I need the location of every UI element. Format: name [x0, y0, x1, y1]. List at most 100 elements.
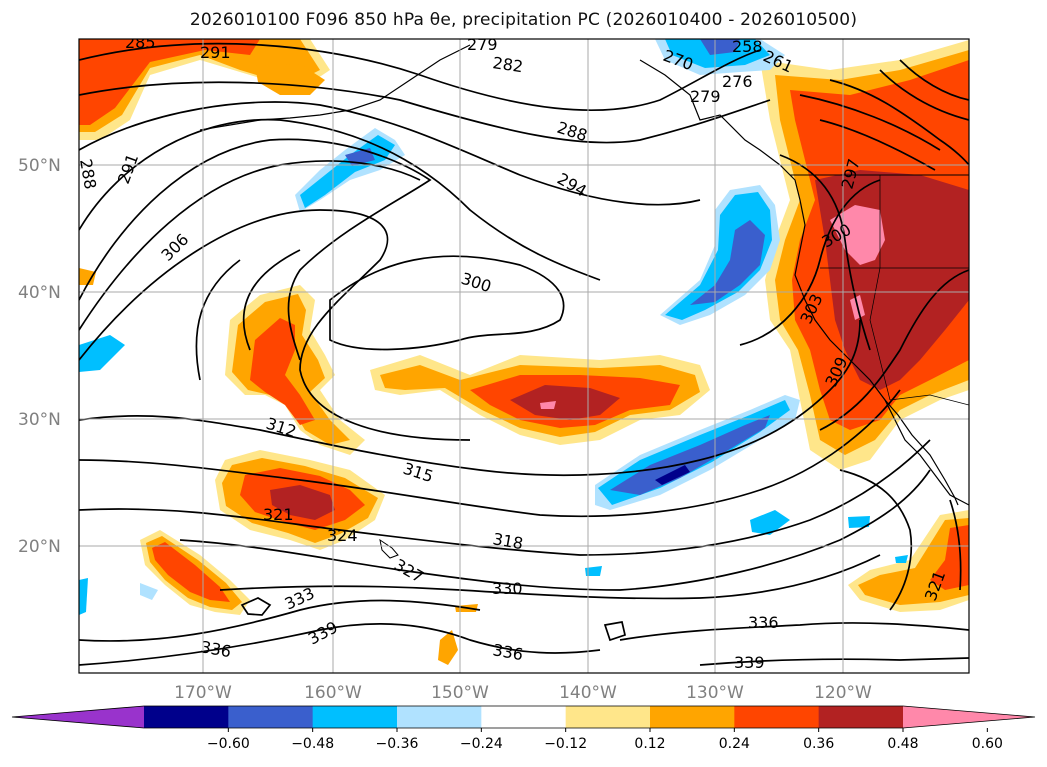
- colorbar-tick-label: 0.60: [972, 736, 1003, 752]
- colorbar-swatch: [818, 706, 904, 728]
- contour-line: [739, 179, 881, 346]
- contour-line: [219, 554, 881, 600]
- precip-area-sub-dark: [270, 485, 335, 520]
- contour-line: [879, 59, 969, 121]
- contour-label: 336: [748, 613, 779, 632]
- colorbar-tick-label: −0.48: [291, 736, 334, 752]
- colorbar-swatch: [312, 706, 398, 728]
- precip-area-sw-red: [152, 542, 230, 602]
- contour-label: 279: [467, 35, 498, 54]
- colorbar-outline: [11, 705, 1036, 729]
- precip-area-west-orange: [232, 294, 350, 445]
- lon-label-120w: 120°W: [814, 683, 872, 703]
- colorbar-extend-low: [12, 706, 144, 728]
- lat-label-30n: 30°N: [18, 410, 61, 430]
- colorbar-swatch: [144, 706, 229, 728]
- colorbar-tick-label: −0.24: [460, 736, 503, 752]
- contour-line: [79, 389, 901, 518]
- contour-label: 321: [263, 505, 294, 524]
- colorbar-swatch: [228, 706, 314, 728]
- coastline-baja: [884, 399, 959, 506]
- precip-spot-warm-1: [438, 630, 458, 665]
- precip-neg-left-edge: [79, 335, 125, 372]
- contour-line: [79, 439, 931, 556]
- precip-neg-south-darkest: [655, 465, 690, 485]
- contour-label: 330: [492, 579, 523, 598]
- colorbar-tick-label: 0.12: [634, 736, 665, 752]
- colorbar-swatch: [565, 706, 651, 728]
- coastlines: [199, 44, 969, 559]
- contour-label: 324: [327, 526, 358, 545]
- precip-area-nw-red: [79, 39, 260, 125]
- contour-line: [79, 101, 701, 206]
- map-frame: [78, 38, 970, 674]
- contour-line: [79, 42, 761, 111]
- precip-neg-south-dark: [610, 415, 770, 495]
- contour-line: [79, 118, 601, 281]
- precip-neg-top-dark: [700, 39, 740, 55]
- island-hawaii: [379, 538, 399, 559]
- coastline-north-america: [639, 59, 969, 506]
- lon-label-130w: 130°W: [686, 683, 744, 703]
- colorbar-swatch: [397, 706, 482, 728]
- lon-label-160w: 160°W: [304, 683, 362, 703]
- contour-label: 339: [734, 653, 765, 672]
- precip-band-central-pink: [540, 401, 556, 409]
- contour-line: [949, 499, 962, 591]
- contour-line: [79, 160, 421, 331]
- contour-label: 291: [200, 43, 231, 62]
- colorbar-tick-label: 0.48: [887, 736, 918, 752]
- lon-label-140w: 140°W: [559, 683, 617, 703]
- contour-label: 258: [732, 37, 763, 56]
- precip-neg-spot-6: [140, 583, 158, 600]
- precip-shading: [79, 39, 969, 665]
- precip-spot-warm-3: [79, 268, 96, 285]
- contour-line: [79, 209, 471, 441]
- contour-label: 279: [690, 87, 721, 106]
- contour-line: [179, 469, 931, 591]
- contour-line: [799, 94, 941, 171]
- colorbar-swatch: [734, 706, 820, 728]
- colorbar-extend-high: [903, 706, 1035, 728]
- precip-neg-spot-3: [79, 578, 88, 615]
- colorbar-tick-label: 0.36: [803, 736, 834, 752]
- contour-line: [79, 623, 601, 666]
- colorbar: −0.60 −0.48 −0.36 −0.24 −0.12 0.12 0.24 0.36 0.4…: [11, 705, 1036, 752]
- contour-line: [839, 469, 913, 611]
- border-states-2: [869, 175, 891, 401]
- lat-label-40n: 40°N: [18, 283, 61, 303]
- lon-label-170w: 170°W: [174, 683, 232, 703]
- colorbar-tick-label: −0.12: [544, 736, 587, 752]
- contour-label: 282: [491, 53, 524, 76]
- coastline-aleutians: [199, 44, 471, 131]
- contour-line: [819, 269, 969, 431]
- contour-label: 276: [722, 72, 753, 91]
- precip-neg-coast-dark: [690, 220, 765, 305]
- colorbar-tick-label: −0.60: [207, 736, 250, 752]
- longitude-labels: 170°W 160°W 150°W 140°W 130°W 120°W: [174, 683, 872, 703]
- precip-neg-spot-4: [585, 566, 602, 576]
- latitude-labels: 50°N 40°N 30°N 20°N: [18, 156, 61, 557]
- contour-line: [329, 255, 565, 351]
- contour-line: [619, 622, 969, 641]
- contour-label: 288: [76, 157, 100, 190]
- contour-line: [829, 79, 969, 166]
- colorbar-swatch: [481, 706, 567, 728]
- contour-line: [79, 599, 481, 642]
- theta-e-contours: [79, 42, 969, 666]
- precip-neg-spot-5: [895, 555, 908, 563]
- colorbar-tick-label: −0.36: [376, 736, 419, 752]
- precip-area-west-red: [250, 318, 315, 425]
- precip-area-ne-pink: [830, 205, 885, 265]
- contour-line: [79, 319, 861, 477]
- precip-band-central-dark: [510, 385, 620, 420]
- contour-line: [79, 81, 771, 144]
- lon-label-150w: 150°W: [431, 683, 489, 703]
- contour-line: [240, 597, 272, 616]
- contour-line: [779, 154, 871, 351]
- lat-label-20n: 20°N: [18, 537, 61, 557]
- contour-line: [195, 249, 301, 381]
- contour-line: [79, 138, 432, 361]
- contour-line: [603, 621, 627, 642]
